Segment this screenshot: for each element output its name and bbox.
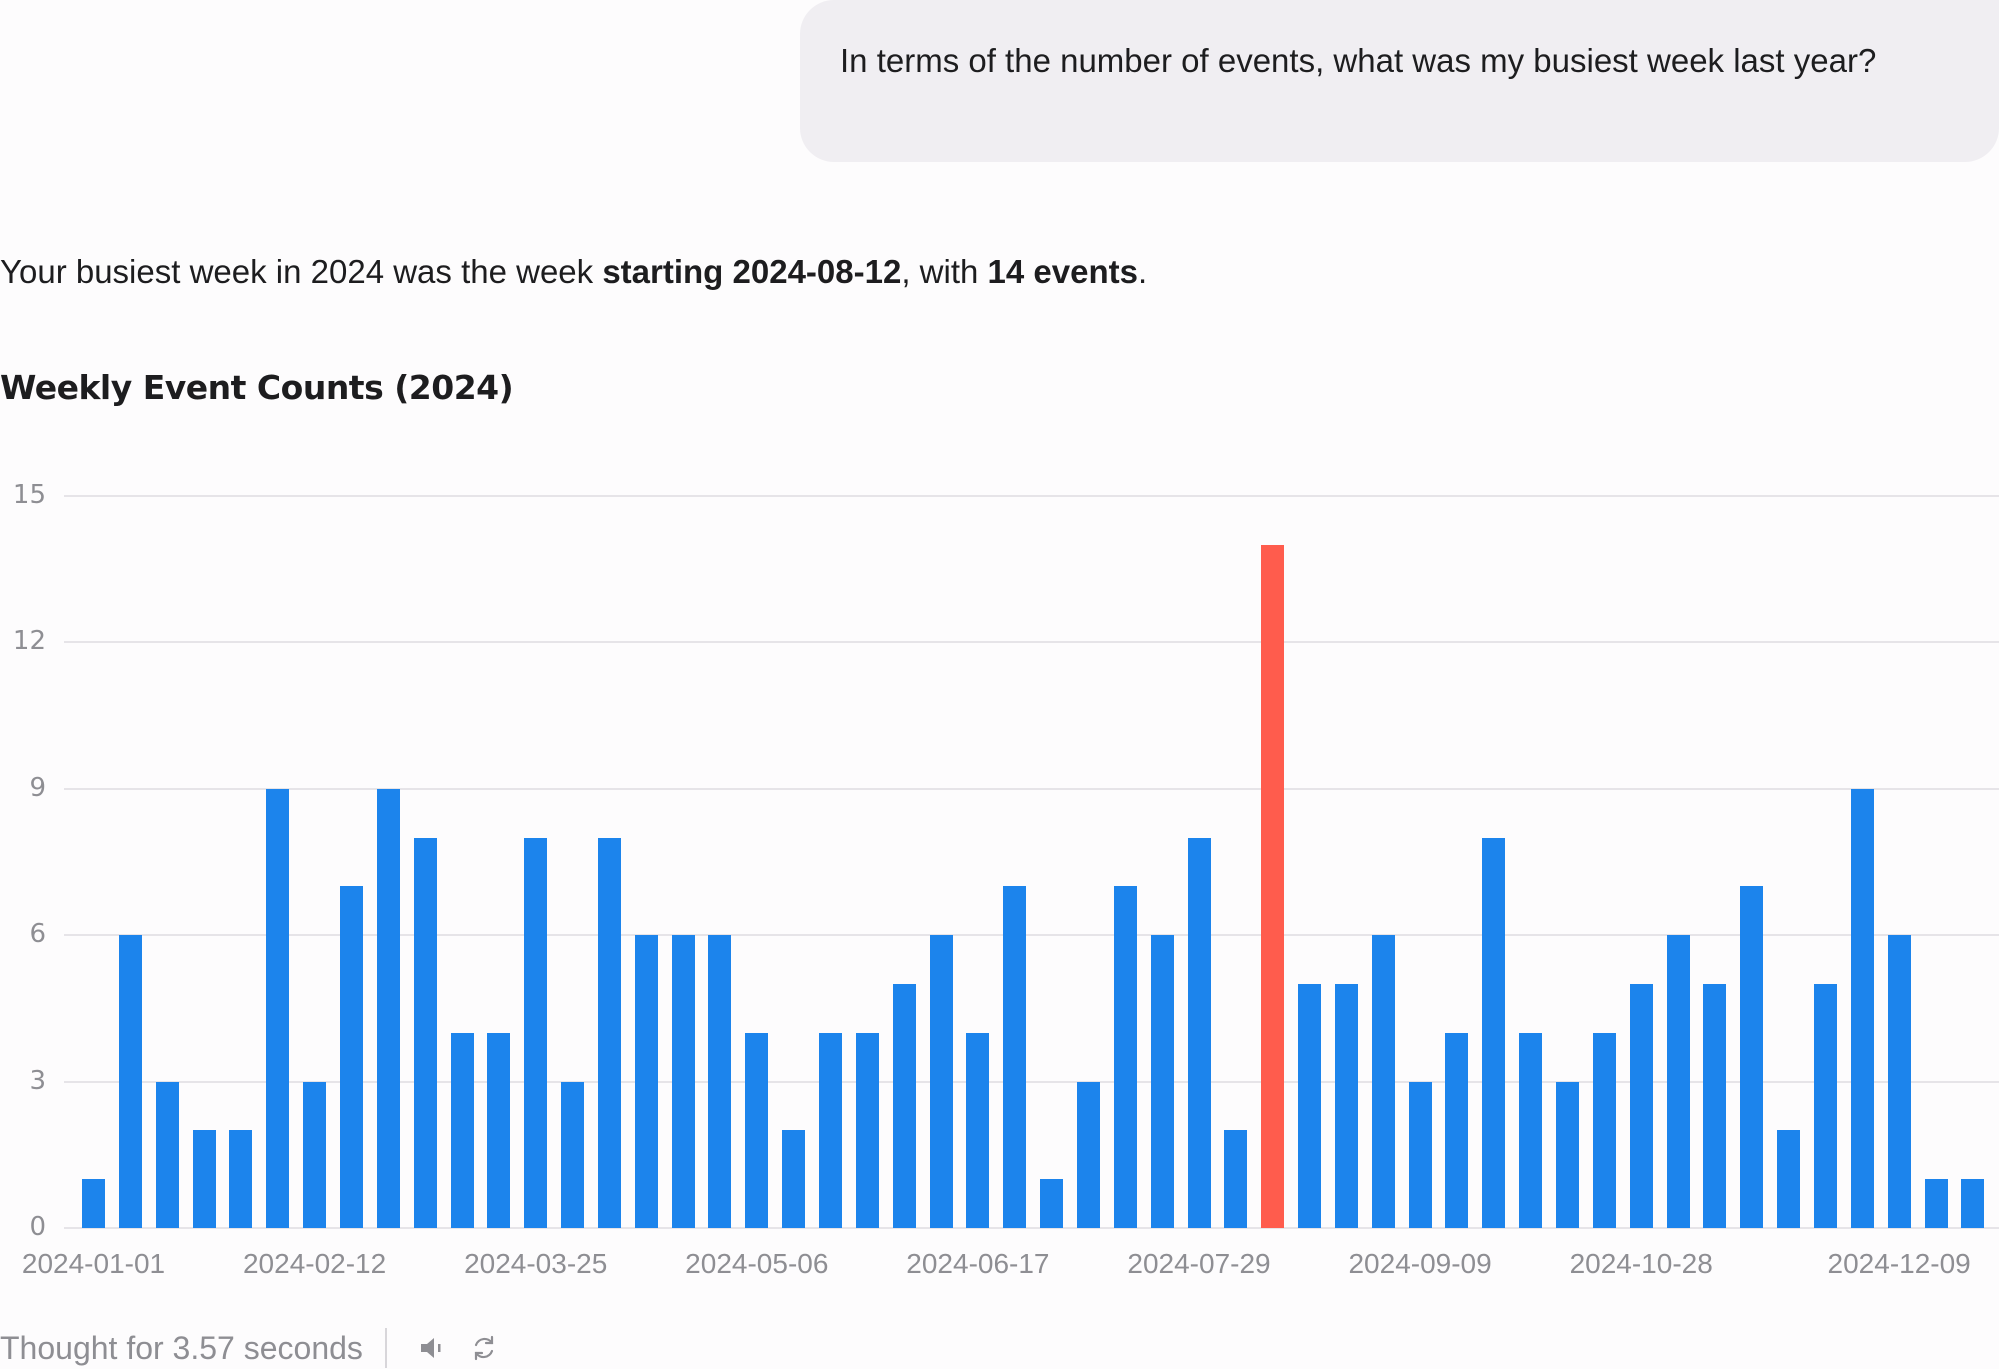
bar[interactable] — [413, 837, 437, 1228]
x-axis-tick-label: 2024-10-28 — [1569, 1248, 1713, 1279]
y-axis-tick-label: 15 — [12, 480, 46, 510]
bar[interactable] — [892, 984, 916, 1228]
x-axis-tick-label: 2024-05-06 — [685, 1248, 829, 1279]
bar[interactable] — [1187, 837, 1211, 1228]
answer-prefix: Your busiest week in 2024 was the week — [0, 253, 603, 290]
bar[interactable] — [1924, 1179, 1948, 1228]
x-axis-tick-label: 2024-06-17 — [906, 1248, 1050, 1279]
y-axis-tick-label: 12 — [12, 626, 46, 657]
answer-bold-starting: starting — [602, 253, 724, 290]
bar[interactable] — [524, 837, 548, 1228]
bar[interactable] — [1371, 935, 1395, 1228]
x-axis-tick-label: 2024-07-29 — [1127, 1248, 1271, 1279]
bar[interactable] — [1408, 1081, 1432, 1228]
y-axis-tick-label: 3 — [29, 1065, 46, 1096]
thought-duration-label: Thought for 3.57 seconds — [0, 1329, 363, 1366]
bar[interactable] — [376, 788, 400, 1228]
bar[interactable] — [266, 788, 290, 1228]
bar[interactable] — [561, 1081, 585, 1228]
bar[interactable] — [1003, 886, 1027, 1228]
chart-title: Weekly Event Counts (2024) — [0, 368, 514, 407]
assistant-answer: Your busiest week in 2024 was the week s… — [0, 250, 1147, 294]
bar[interactable] — [597, 837, 621, 1228]
regenerate-icon[interactable] — [467, 1331, 501, 1365]
x-axis-tick-label: 2024-01-01 — [21, 1248, 166, 1279]
bar[interactable] — [1224, 1130, 1248, 1228]
gridline — [64, 934, 1999, 937]
user-message-bubble: In terms of the number of events, what w… — [800, 0, 1999, 162]
bar[interactable] — [1040, 1179, 1064, 1228]
bar[interactable] — [450, 1032, 474, 1228]
answer-bold-count: 14 events — [987, 253, 1138, 290]
bar[interactable] — [1482, 837, 1506, 1228]
bar[interactable] — [1445, 1032, 1469, 1228]
bar[interactable] — [118, 935, 142, 1228]
bar[interactable] — [303, 1081, 327, 1228]
y-axis-tick-label: 0 — [29, 1212, 46, 1242]
y-axis-tick-label: 6 — [29, 919, 46, 950]
bar[interactable] — [1519, 1032, 1543, 1228]
x-axis-tick-label: 2024-02-12 — [242, 1248, 387, 1279]
bar[interactable] — [855, 1032, 879, 1228]
message-footer: Thought for 3.57 seconds — [0, 1328, 519, 1368]
bar[interactable] — [155, 1081, 179, 1228]
bar[interactable] — [1629, 984, 1653, 1228]
bar[interactable] — [1961, 1179, 1985, 1228]
gridline — [64, 495, 1999, 497]
gridline — [64, 787, 1999, 790]
gridline — [64, 641, 1999, 644]
x-axis-tick-label: 2024-12-09 — [1827, 1248, 1971, 1279]
bar[interactable] — [487, 1032, 511, 1228]
bar[interactable] — [82, 1179, 105, 1228]
bar[interactable] — [1740, 886, 1764, 1228]
bar[interactable] — [1556, 1081, 1579, 1228]
bar[interactable] — [1592, 1032, 1616, 1228]
bar[interactable] — [1813, 984, 1837, 1228]
bar[interactable] — [339, 886, 363, 1228]
bar[interactable] — [1113, 886, 1137, 1228]
answer-bold-date: 2024-08-12 — [723, 253, 902, 290]
bar[interactable] — [1334, 984, 1358, 1228]
speaker-icon[interactable] — [415, 1331, 449, 1365]
bar[interactable] — [819, 1032, 842, 1228]
bar[interactable] — [229, 1130, 253, 1228]
bar[interactable] — [1298, 984, 1322, 1228]
bar[interactable] — [708, 935, 732, 1228]
x-axis-tick-label: 2024-09-09 — [1348, 1248, 1492, 1279]
bar[interactable] — [192, 1130, 216, 1228]
bar[interactable] — [1887, 935, 1911, 1228]
footer-divider — [384, 1328, 387, 1368]
bar[interactable] — [1850, 788, 1874, 1228]
answer-middle: , with — [901, 253, 988, 290]
bar[interactable] — [966, 1032, 990, 1228]
bar[interactable] — [745, 1032, 769, 1228]
bar[interactable] — [1777, 1130, 1801, 1228]
gridline — [64, 1080, 1999, 1083]
bar[interactable] — [782, 1130, 806, 1228]
bar[interactable] — [1703, 984, 1727, 1228]
bar[interactable] — [634, 935, 658, 1228]
bar-chart: 0 3 6 9 12 15 2024-01-01 2024-02-12 2024-03-25 20… — [0, 460, 1999, 1280]
x-axis-tick-label: 2024-03-25 — [464, 1248, 608, 1279]
gridline — [64, 1227, 1999, 1229]
answer-suffix: . — [1137, 253, 1148, 290]
highlighted-bar[interactable] — [1261, 544, 1285, 1228]
y-axis-tick-label: 9 — [29, 772, 46, 803]
bar[interactable] — [671, 935, 695, 1228]
bar[interactable] — [1150, 935, 1174, 1228]
user-message-text: In terms of the number of events, what w… — [840, 42, 1877, 79]
bar[interactable] — [929, 935, 953, 1228]
bar[interactable] — [1666, 935, 1690, 1228]
bar[interactable] — [1076, 1081, 1100, 1228]
